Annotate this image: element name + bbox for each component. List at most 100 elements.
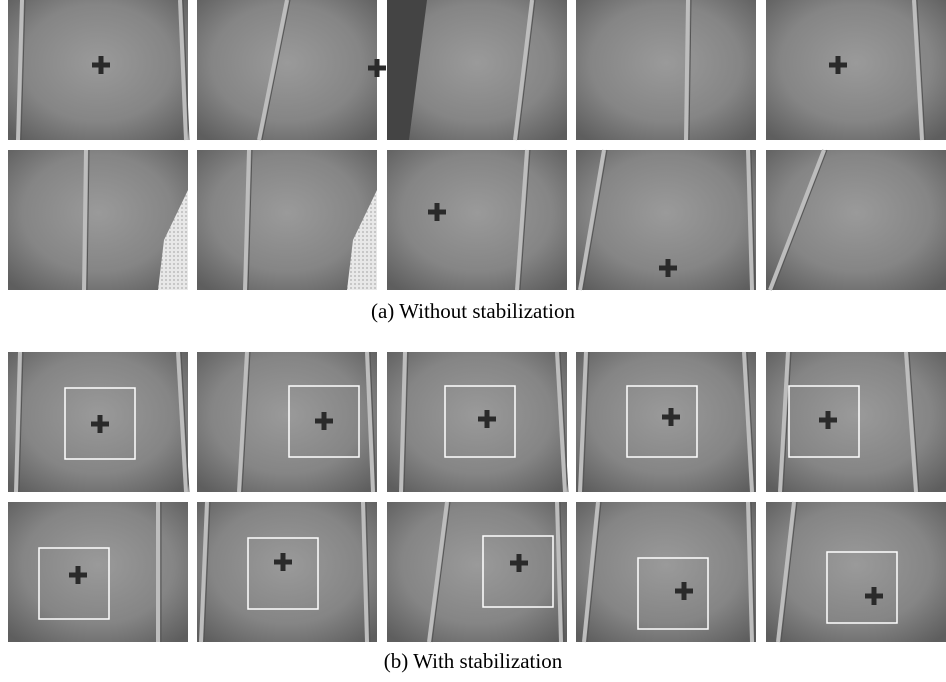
rail-edge bbox=[519, 149, 531, 291]
rail-edge bbox=[180, 351, 190, 493]
rail bbox=[582, 501, 600, 643]
caption: (a) Without stabilization bbox=[371, 299, 576, 323]
rail bbox=[14, 351, 22, 493]
tile-background bbox=[766, 502, 946, 642]
cross-v bbox=[321, 412, 327, 430]
tracking-box bbox=[482, 535, 554, 608]
rail bbox=[776, 501, 796, 643]
rail-edge bbox=[18, 351, 24, 493]
tile-background bbox=[197, 0, 377, 140]
rail-edge bbox=[908, 351, 920, 493]
tile-background bbox=[766, 150, 946, 290]
rail-edge bbox=[247, 149, 253, 291]
rail-edge bbox=[916, 0, 926, 141]
rail bbox=[16, 0, 24, 141]
rail bbox=[199, 501, 209, 643]
image-tile bbox=[576, 501, 756, 643]
rail-edge bbox=[582, 149, 608, 291]
rail-edge bbox=[780, 501, 798, 643]
rail bbox=[904, 351, 918, 493]
rail-edge bbox=[403, 351, 409, 493]
cross-v bbox=[835, 56, 841, 74]
tile-background bbox=[576, 502, 756, 642]
rail bbox=[578, 351, 588, 493]
rail bbox=[178, 0, 188, 141]
rail bbox=[361, 501, 369, 643]
cloth bbox=[158, 190, 188, 290]
tracking-box bbox=[788, 385, 860, 458]
image-tile bbox=[387, 351, 569, 493]
cross-v bbox=[665, 259, 671, 277]
cross-v bbox=[825, 411, 831, 429]
cross-v bbox=[516, 554, 522, 572]
rail bbox=[243, 149, 251, 291]
rail-edge bbox=[559, 501, 565, 643]
cross-v bbox=[75, 566, 81, 584]
image-tile bbox=[8, 351, 190, 493]
rail bbox=[257, 0, 289, 141]
rail-edge bbox=[559, 351, 569, 493]
tracking-box bbox=[626, 385, 698, 458]
rail bbox=[778, 351, 790, 493]
rail bbox=[742, 351, 754, 493]
rail bbox=[912, 0, 924, 141]
tracking-box bbox=[637, 557, 709, 630]
tile-background bbox=[387, 150, 567, 290]
image-tile bbox=[387, 501, 567, 643]
tile-background bbox=[766, 352, 946, 492]
tracking-box bbox=[826, 551, 898, 624]
cross-v bbox=[374, 59, 380, 77]
cross-v bbox=[280, 553, 286, 571]
rail bbox=[176, 351, 188, 493]
rail bbox=[513, 0, 534, 141]
tracking-box bbox=[64, 387, 136, 460]
rail bbox=[555, 351, 567, 493]
cloth bbox=[347, 190, 377, 290]
tile-background bbox=[197, 502, 377, 642]
cross-v bbox=[681, 582, 687, 600]
tile-background bbox=[8, 150, 188, 290]
rail-edge bbox=[20, 0, 26, 141]
image-tile bbox=[766, 149, 946, 291]
tracking-box bbox=[38, 547, 110, 620]
tile-background bbox=[197, 150, 377, 290]
image-tile bbox=[197, 149, 377, 291]
cross-v bbox=[871, 587, 877, 605]
rail bbox=[746, 501, 754, 643]
image-tile bbox=[387, 0, 567, 141]
tracking-box bbox=[444, 385, 516, 458]
tile-grid bbox=[8, 0, 946, 643]
rail-edge bbox=[261, 0, 291, 141]
image-tile bbox=[197, 501, 377, 643]
rail-edge bbox=[586, 501, 602, 643]
image-tile bbox=[766, 351, 946, 493]
cross-v bbox=[484, 410, 490, 428]
image-tile bbox=[197, 351, 377, 493]
tracking-box bbox=[247, 537, 319, 610]
rail bbox=[684, 0, 690, 141]
rail-edge bbox=[182, 0, 190, 141]
rail-edge bbox=[750, 149, 756, 291]
image-tile bbox=[8, 502, 188, 642]
rail-edge bbox=[431, 501, 451, 643]
tile-background bbox=[576, 0, 756, 140]
rail-edge bbox=[203, 501, 211, 643]
rail-edge bbox=[582, 351, 590, 493]
rail bbox=[578, 149, 606, 291]
image-tile bbox=[8, 149, 188, 291]
rail bbox=[365, 351, 375, 493]
cross-v bbox=[97, 415, 103, 433]
rail-edge bbox=[86, 149, 90, 291]
cross-v bbox=[98, 56, 104, 74]
rail-edge bbox=[750, 501, 756, 643]
image-tile bbox=[766, 501, 946, 643]
dark-object bbox=[387, 0, 427, 140]
caption: (b) With stabilization bbox=[384, 649, 563, 673]
rail-edge bbox=[688, 0, 692, 141]
tile-background bbox=[197, 352, 377, 492]
image-tile bbox=[766, 0, 946, 141]
rail-edge bbox=[369, 351, 377, 493]
rail-edge bbox=[365, 501, 371, 643]
